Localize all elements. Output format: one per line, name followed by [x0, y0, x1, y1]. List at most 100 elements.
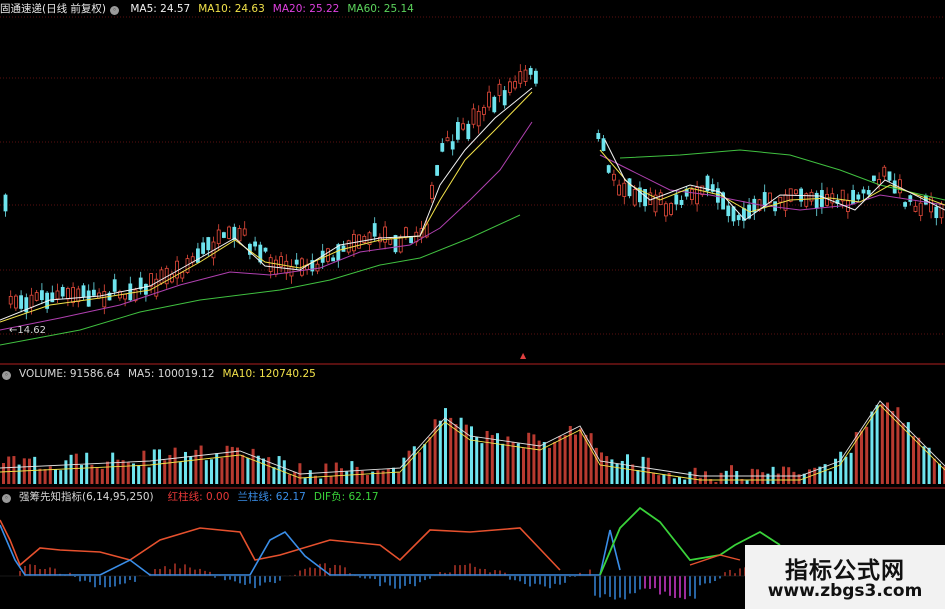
collapse-toggle-icon[interactable]: ◦	[110, 6, 120, 15]
candle-body	[102, 291, 107, 308]
candle-body	[315, 263, 320, 272]
candle-body	[612, 173, 616, 181]
volume-bar	[927, 447, 931, 484]
volume-bar	[256, 455, 260, 484]
volume-bar	[449, 417, 453, 484]
volume-bar	[605, 456, 609, 484]
candle-body	[206, 237, 211, 251]
candle-body	[861, 189, 866, 194]
volume-bar	[126, 462, 130, 484]
volume-bar	[428, 437, 432, 484]
candle-body	[34, 292, 39, 301]
volume-panel	[0, 400, 945, 484]
volume-bar	[132, 463, 135, 484]
candle-body	[71, 287, 75, 303]
volume-bar	[615, 463, 619, 484]
ma5-line	[604, 139, 945, 221]
volume-bar	[433, 419, 437, 484]
volume-bar	[490, 434, 494, 484]
volume-bar	[168, 454, 172, 484]
volume-bar	[485, 430, 489, 484]
candle-body	[263, 247, 268, 252]
candle-body	[24, 297, 29, 313]
candle-body	[50, 292, 55, 303]
volume-bar	[423, 444, 427, 484]
collapse-toggle-icon[interactable]: ◦	[2, 371, 11, 380]
candle-body	[492, 96, 497, 113]
volume-bar	[444, 408, 447, 484]
collapse-toggle-icon[interactable]: ◦	[2, 494, 11, 503]
candle-body	[310, 260, 315, 272]
indicator-header: ◦ 强筹先知指标(6,14,95,250) 红柱线: 0.00 兰柱线: 62.17 D…	[0, 489, 395, 505]
candle-body	[669, 203, 673, 215]
volume-bar	[704, 471, 707, 484]
volume-bar	[839, 451, 843, 484]
candle-body	[440, 143, 445, 152]
candle-body	[679, 199, 684, 205]
red-line	[689, 554, 741, 566]
volume-bar	[834, 458, 837, 484]
volume-bar	[698, 477, 702, 484]
ma-value-label: MA5: 24.57	[130, 3, 191, 15]
ma60-line	[0, 214, 521, 346]
volume-value-label: MA5: 100019.12	[127, 368, 215, 380]
volume-bar	[189, 456, 193, 484]
volume-bar	[553, 441, 557, 484]
candle-body	[481, 106, 486, 115]
volume-bar	[80, 465, 83, 484]
candle-body	[143, 283, 148, 295]
volume-bar	[215, 453, 219, 484]
ma20-line	[599, 154, 945, 211]
candle-body	[882, 166, 887, 177]
candle-body	[29, 294, 34, 308]
volume-bar	[43, 469, 47, 484]
volume-bar	[334, 462, 338, 484]
candle-body	[279, 256, 284, 267]
volume-bar	[860, 430, 863, 484]
volume-bar	[610, 459, 614, 484]
volume-bar	[724, 470, 728, 484]
volume-value-label: MA10: 120740.25	[222, 368, 316, 380]
candle-body	[294, 259, 299, 265]
volume-bar	[412, 446, 416, 484]
candle-body	[471, 108, 476, 125]
candle-body	[60, 286, 65, 297]
volume-bar	[225, 445, 229, 484]
volume-bar	[688, 471, 692, 484]
candle-body	[794, 189, 798, 195]
volume-bar	[371, 471, 375, 484]
candle-body	[362, 235, 367, 243]
volume-bar	[204, 460, 208, 484]
volume-bar	[574, 434, 577, 484]
watermark-url: www.zbgs3.com	[767, 581, 923, 601]
volume-bar	[891, 411, 895, 484]
candle-body	[658, 192, 663, 206]
volume-bar	[865, 426, 869, 484]
candle-body	[429, 184, 434, 199]
candle-body	[721, 192, 725, 210]
candle-body	[398, 236, 403, 253]
volume-bar	[137, 465, 141, 484]
volume-bar	[241, 454, 245, 484]
volume-bar	[272, 467, 276, 484]
candle-body	[253, 241, 258, 247]
candle-body	[898, 179, 902, 194]
candle-body	[596, 133, 601, 139]
volume-bar	[100, 468, 104, 484]
stock-title: 固通速递(日线 前复权)	[0, 3, 107, 15]
volume-bar	[158, 449, 161, 484]
volume-bar	[199, 445, 203, 484]
volume-bar	[360, 470, 364, 484]
volume-bar	[464, 424, 468, 484]
candle-body	[445, 137, 450, 142]
volume-bar	[246, 457, 250, 484]
volume-bar	[376, 470, 380, 484]
volume-header: ◦ VOLUME: 91586.64 MA5: 100019.12 MA10: 120…	[0, 366, 332, 382]
volume-bar	[896, 407, 900, 484]
candle-body	[227, 226, 232, 239]
candle-body	[809, 191, 814, 202]
volume-bar	[875, 405, 879, 484]
volume-bar	[402, 457, 406, 484]
indicator-value-label: 红柱线: 0.00	[167, 491, 230, 503]
volume-bar	[355, 466, 359, 484]
